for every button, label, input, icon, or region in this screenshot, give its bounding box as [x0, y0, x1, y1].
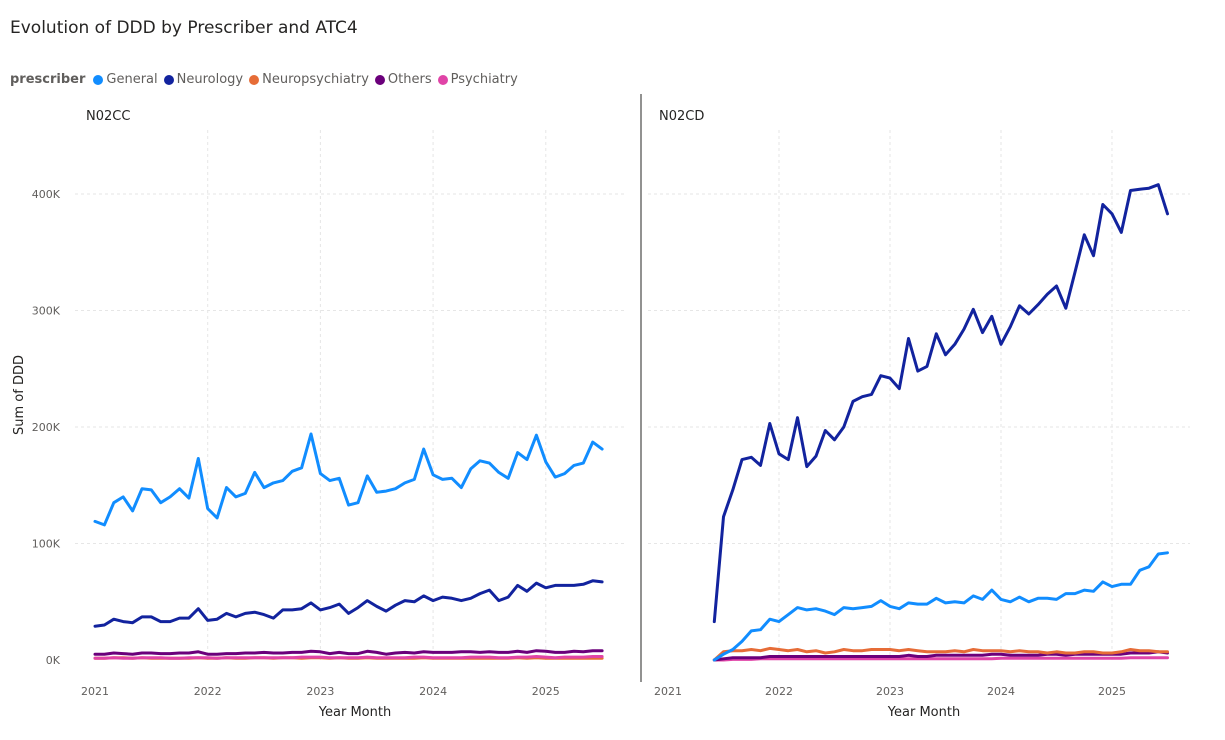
x-tick-label: 2022 — [194, 685, 222, 698]
legend-label-others: Others — [387, 72, 432, 87]
legend-dot-general — [93, 74, 104, 85]
series-line-others — [93, 649, 604, 656]
series-line-general — [93, 432, 604, 527]
legend-dot-neurology — [163, 74, 174, 85]
panel-title-n02cc: N02CC — [86, 109, 130, 124]
y-tick-label: 200K — [32, 421, 61, 434]
x-tick-label: 2025 — [1098, 685, 1126, 698]
x-axis-title: Year Month — [318, 705, 391, 720]
y-axis-title: Sum of DDD — [12, 355, 27, 435]
series-line-psychiatry — [712, 656, 1169, 662]
legend: prescriber General Neurology Neuropsychi… — [10, 72, 524, 87]
legend-title: prescriber — [10, 72, 86, 87]
x-tick-label: 2021 — [654, 685, 682, 698]
legend-dot-neuropsychiatry — [249, 74, 260, 85]
legend-label-neuropsychiatry: Neuropsychiatry — [262, 72, 369, 87]
x-tick-label: 2021 — [81, 685, 109, 698]
y-tick-label: 400K — [32, 188, 61, 201]
series-line-general — [712, 551, 1169, 662]
series-line-neurology — [712, 183, 1169, 624]
x-tick-label: 2023 — [876, 685, 904, 698]
panel-title-n02cd: N02CD — [659, 109, 704, 124]
legend-label-general: General — [106, 72, 158, 87]
x-tick-label: 2022 — [765, 685, 793, 698]
legend-label-psychiatry: Psychiatry — [450, 72, 518, 87]
series-line-others — [712, 650, 1169, 662]
y-tick-label: 300K — [32, 305, 61, 318]
legend-item-neuropsychiatry[interactable]: Neuropsychiatry — [249, 72, 369, 87]
legend-item-psychiatry[interactable]: Psychiatry — [437, 72, 518, 87]
legend-label-neurology: Neurology — [176, 72, 244, 87]
series-line-psychiatry — [93, 655, 604, 660]
series-line-neurology — [93, 579, 604, 628]
x-tick-label: 2024 — [987, 685, 1015, 698]
legend-dot-others — [374, 74, 385, 85]
x-tick-label: 2025 — [532, 685, 560, 698]
y-tick-label: 100K — [32, 538, 61, 551]
x-axis-title: Year Month — [887, 705, 960, 720]
legend-item-others[interactable]: Others — [374, 72, 432, 87]
series-line-neuropsychiatry — [712, 646, 1169, 662]
chart-title: Evolution of DDD by Prescriber and ATC4 — [10, 18, 358, 38]
legend-item-neurology[interactable]: Neurology — [163, 72, 244, 87]
legend-dot-psychiatry — [437, 74, 448, 85]
y-tick-label: 0K — [46, 654, 61, 667]
x-tick-label: 2024 — [419, 685, 447, 698]
legend-item-general[interactable]: General — [93, 72, 158, 87]
x-tick-label: 2023 — [306, 685, 334, 698]
